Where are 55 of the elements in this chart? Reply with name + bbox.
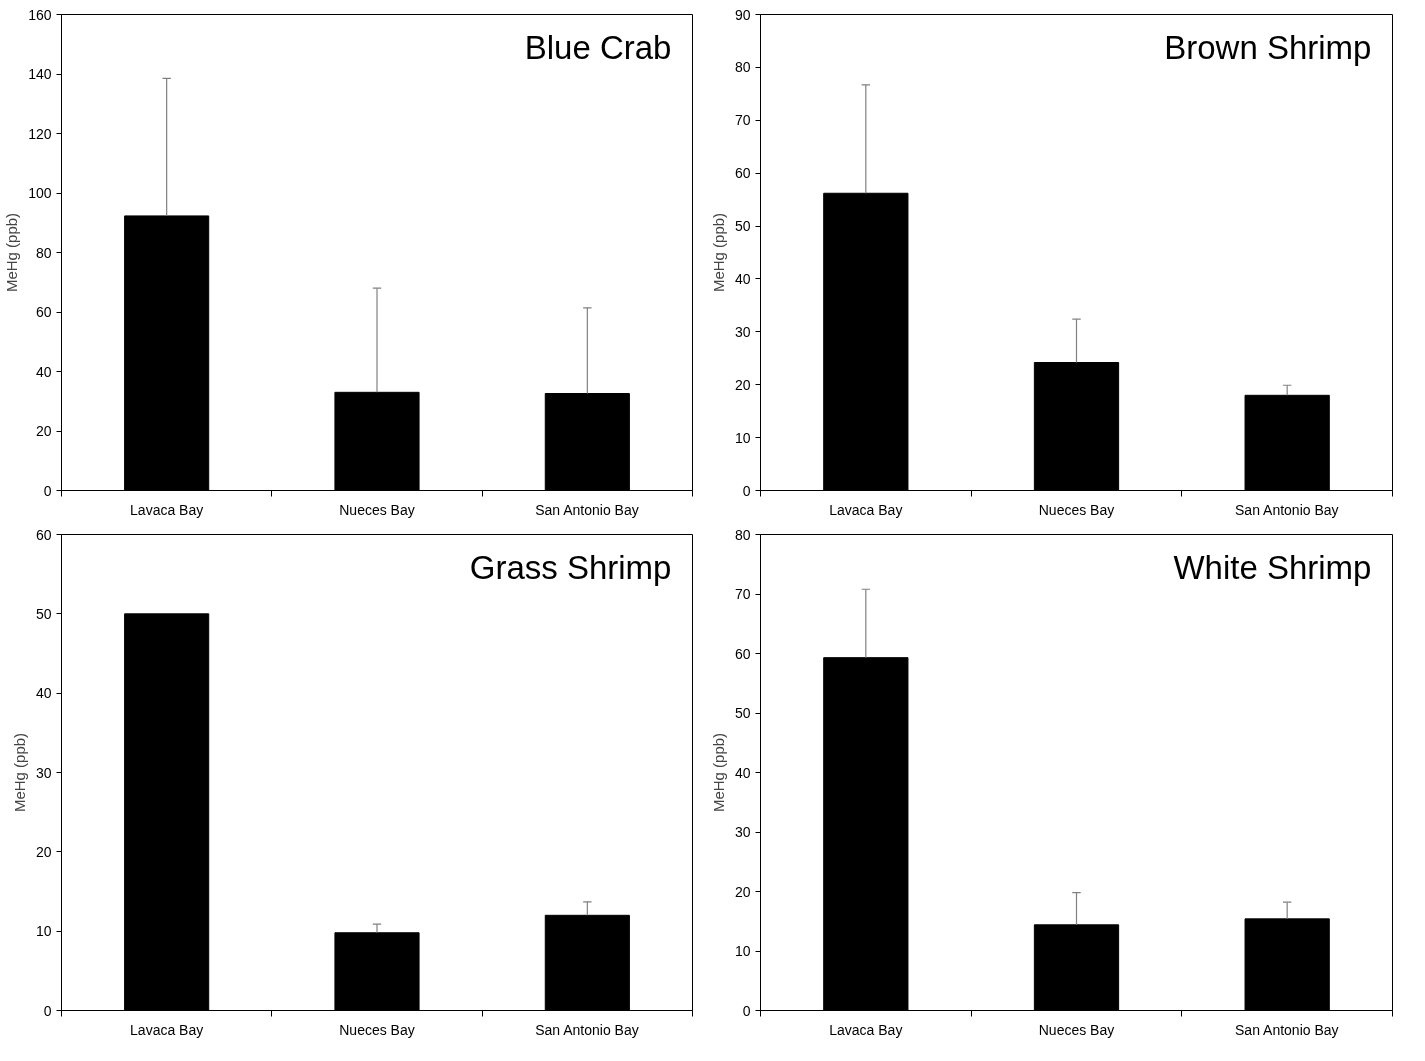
y-tick-label: 100 (28, 185, 52, 201)
y-tick-label: 10 (734, 429, 751, 446)
y-tick-label: 50 (734, 705, 751, 721)
y-tick-label: 90 (734, 6, 751, 23)
y-tick-label: 60 (734, 165, 751, 182)
y-tick-label: 0 (43, 482, 52, 499)
y-tick-label: 40 (734, 764, 751, 781)
y-tick-label: 60 (734, 645, 751, 662)
y-axis-title: MeHg (ppb) (709, 212, 727, 293)
y-tick-label: 20 (734, 376, 751, 393)
x-tick-label: Lavaca Bay (829, 501, 903, 518)
y-axis-title: MeHg (ppb) (3, 212, 21, 293)
x-tick-label: Lavaca Bay (130, 1021, 204, 1038)
x-tick-label: San Antonio Bay (1235, 1021, 1339, 1038)
y-tick-label: 0 (43, 1002, 52, 1019)
x-tick-label: Nueces Bay (339, 1021, 415, 1038)
y-tick-label: 30 (35, 764, 52, 781)
y-tick-label: 30 (734, 323, 751, 340)
y-tick-label: 0 (742, 1002, 751, 1019)
y-tick-label: 160 (28, 6, 52, 23)
x-tick-label: Nueces Bay (1038, 1021, 1115, 1038)
chart-title: Blue Crab (524, 28, 672, 66)
y-tick-label: 140 (28, 66, 52, 82)
y-tick-label: 30 (734, 824, 751, 840)
y-axis-title: MeHg (ppb) (10, 732, 28, 813)
y-tick-label: 120 (28, 125, 52, 142)
x-tick-label: San Antonio Bay (535, 1021, 639, 1038)
chart-title: Brown Shrimp (1164, 28, 1372, 66)
y-tick-label: 0 (742, 482, 751, 499)
y-tick-label: 80 (734, 59, 751, 76)
chart-title: Grass Shrimp (469, 548, 672, 586)
x-tick-label: Lavaca Bay (829, 1021, 903, 1038)
y-tick-label: 70 (734, 586, 751, 602)
y-tick-label: 60 (35, 526, 52, 543)
chart-title: White Shrimp (1173, 548, 1372, 586)
y-tick-label: 40 (35, 685, 52, 702)
y-axis-title: MeHg (ppb) (709, 732, 727, 813)
y-tick-label: 60 (35, 304, 52, 320)
y-tick-label: 50 (35, 605, 52, 622)
x-tick-label: San Antonio Bay (535, 501, 639, 518)
x-tick-label: San Antonio Bay (1235, 501, 1339, 518)
y-tick-label: 70 (734, 112, 751, 129)
y-tick-label: 10 (734, 943, 751, 959)
y-tick-label: 80 (734, 526, 751, 543)
y-tick-label: 50 (734, 218, 751, 235)
x-tick-label: Lavaca Bay (130, 501, 204, 518)
y-tick-label: 80 (35, 244, 52, 261)
y-tick-label: 10 (35, 923, 52, 940)
x-tick-label: Nueces Bay (1038, 501, 1115, 518)
y-tick-label: 40 (35, 363, 52, 380)
y-tick-label: 40 (734, 270, 751, 287)
x-tick-label: Nueces Bay (339, 501, 415, 518)
y-tick-label: 20 (35, 423, 52, 439)
y-tick-label: 20 (35, 843, 52, 860)
y-tick-label: 20 (734, 883, 751, 900)
